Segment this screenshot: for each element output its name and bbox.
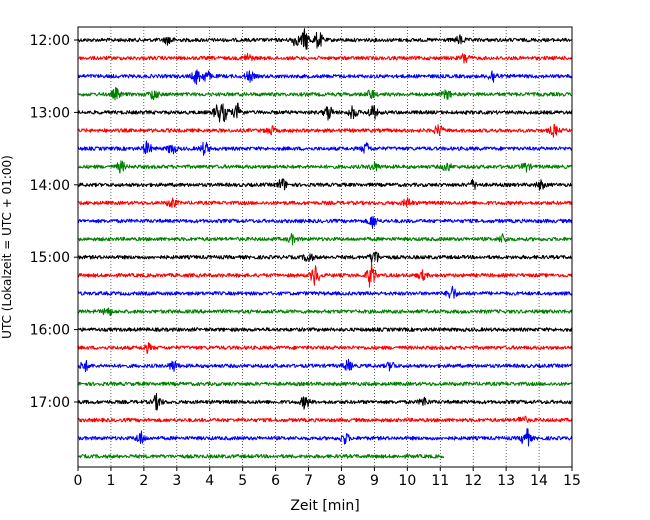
- trace-lines: [77, 28, 573, 459]
- trace-1500: [77, 251, 573, 265]
- trace-1600: [77, 327, 573, 332]
- trace-1730: [77, 428, 573, 447]
- trace-1300: [77, 102, 573, 123]
- x-axis-ticks: 0 1 2 3 4 5 6 7 8 9 10 11 12 13 14 15: [74, 467, 581, 489]
- trace-1345: [77, 160, 573, 174]
- grid-lines: [110, 27, 540, 467]
- trace-1700: [77, 392, 573, 411]
- trace-1715: [77, 415, 573, 423]
- trace-1400: [77, 178, 573, 191]
- trace-1230: [77, 69, 573, 85]
- trace-1630: [77, 358, 573, 373]
- x-tick-label: 2: [139, 473, 148, 489]
- trace-1615: [77, 342, 573, 354]
- plot-frame: [77, 26, 573, 468]
- trace-1530: [77, 285, 573, 299]
- y-tick-label: 14:00: [30, 178, 70, 194]
- y-axis-ticks: 12:00 13:00 14:00 15:00 16:00 17:00: [30, 33, 78, 411]
- y-tick-label: 17:00: [30, 395, 70, 411]
- trace-1515: [77, 261, 573, 288]
- x-tick-label: 3: [172, 473, 181, 489]
- x-tick-label: 13: [497, 473, 515, 489]
- x-tick-label: 9: [370, 473, 379, 489]
- x-tick-label: 7: [304, 473, 313, 489]
- x-tick-label: 4: [205, 473, 214, 489]
- trace-1745: [77, 454, 444, 459]
- y-tick-label: 13:00: [30, 105, 70, 121]
- y-tick-label: 15:00: [30, 250, 70, 266]
- y-tick-label: 12:00: [30, 33, 70, 49]
- trace-1415: [77, 197, 573, 209]
- x-tick-label: 14: [530, 473, 548, 489]
- trace-1200: [77, 28, 573, 50]
- trace-1315: [77, 123, 573, 138]
- trace-1430: [77, 215, 573, 229]
- y-tick-label: 16:00: [30, 323, 70, 339]
- x-axis-label: Zeit [min]: [290, 498, 359, 514]
- trace-1545: [78, 307, 573, 316]
- trace-1245: [77, 87, 573, 101]
- x-tick-label: 5: [238, 473, 247, 489]
- trace-1645: [77, 381, 573, 387]
- x-tick-label: 8: [337, 473, 346, 489]
- x-tick-label: 11: [431, 473, 449, 489]
- x-tick-label: 1: [106, 473, 115, 489]
- trace-1330: [77, 140, 573, 156]
- x-tick-label: 15: [563, 473, 581, 489]
- trace-1445: [77, 233, 573, 246]
- trace-1215: [77, 52, 573, 64]
- x-tick-label: 10: [398, 473, 416, 489]
- x-tick-label: 6: [271, 473, 280, 489]
- x-tick-label: 12: [464, 473, 482, 489]
- x-tick-label: 0: [74, 473, 83, 489]
- y-axis-label: UTC (Lokalzeit = UTC + 01:00): [0, 155, 14, 339]
